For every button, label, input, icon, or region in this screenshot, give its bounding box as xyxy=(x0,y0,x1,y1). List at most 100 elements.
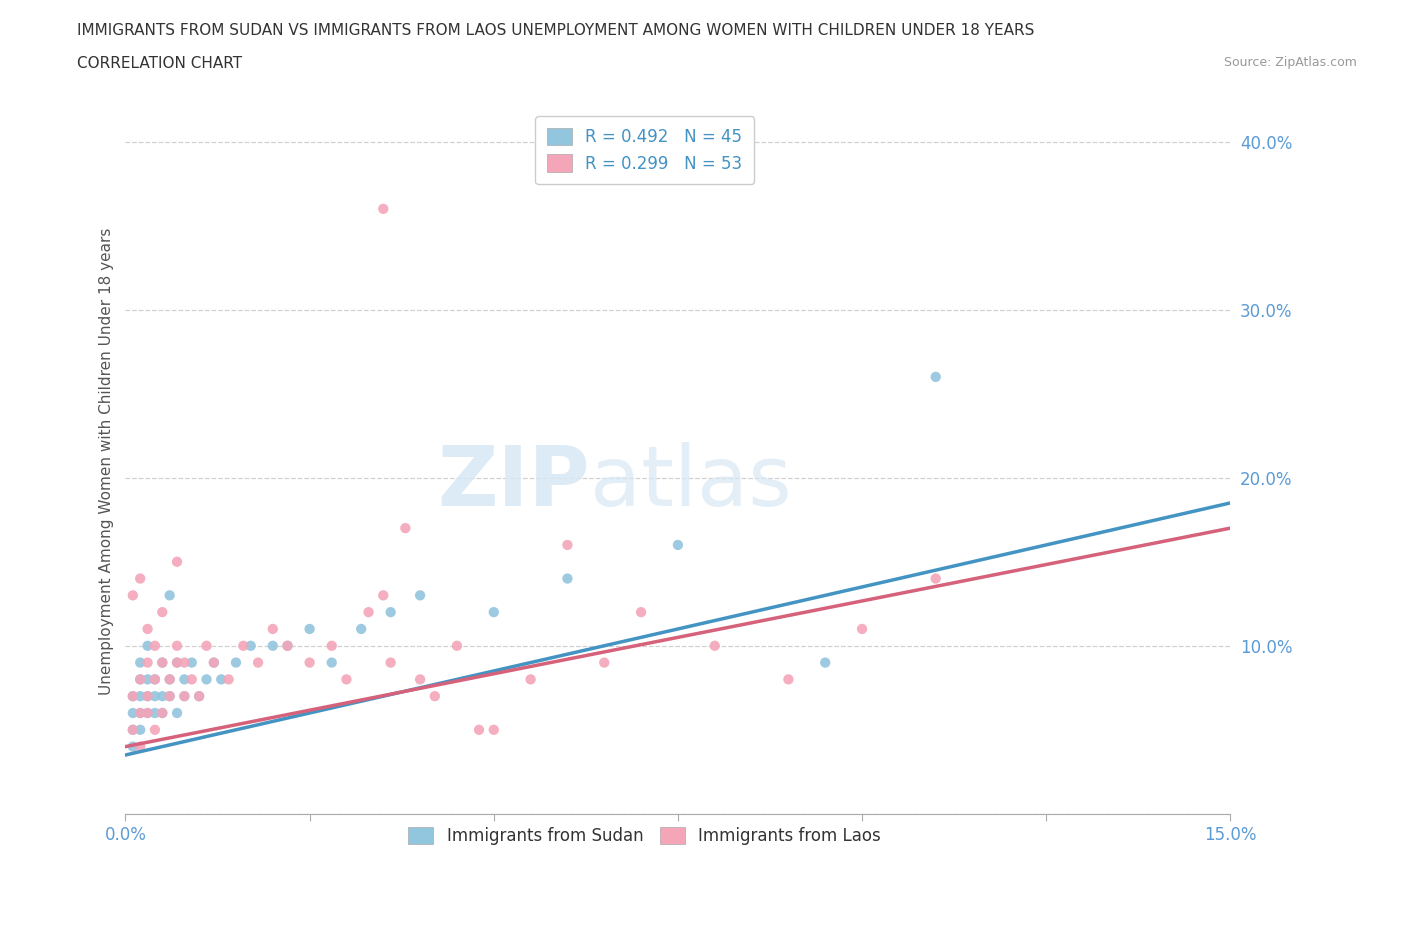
Point xyxy=(166,706,188,721)
Point xyxy=(446,638,468,653)
Point xyxy=(136,672,159,687)
Point xyxy=(262,621,284,636)
Point xyxy=(159,689,181,704)
Point xyxy=(380,655,402,670)
Point xyxy=(423,689,446,704)
Point xyxy=(409,588,432,603)
Point xyxy=(188,689,211,704)
Text: CORRELATION CHART: CORRELATION CHART xyxy=(77,56,242,71)
Point xyxy=(166,554,188,569)
Point xyxy=(150,655,173,670)
Point xyxy=(166,655,188,670)
Point xyxy=(209,672,232,687)
Point xyxy=(557,538,579,552)
Point xyxy=(173,689,195,704)
Point xyxy=(380,604,402,619)
Point xyxy=(188,689,211,704)
Point xyxy=(202,655,225,670)
Point xyxy=(129,723,152,737)
Point xyxy=(778,672,800,687)
Point xyxy=(121,723,143,737)
Point xyxy=(143,672,166,687)
Legend: Immigrants from Sudan, Immigrants from Laos: Immigrants from Sudan, Immigrants from L… xyxy=(395,814,894,858)
Point xyxy=(276,638,298,653)
Point xyxy=(136,689,159,704)
Point xyxy=(321,655,343,670)
Point xyxy=(482,604,505,619)
Point xyxy=(136,689,159,704)
Point xyxy=(173,655,195,670)
Point xyxy=(143,706,166,721)
Point xyxy=(321,638,343,653)
Point xyxy=(121,706,143,721)
Point xyxy=(143,638,166,653)
Point xyxy=(239,638,262,653)
Point xyxy=(482,723,505,737)
Point xyxy=(468,723,491,737)
Point xyxy=(121,689,143,704)
Point xyxy=(350,621,373,636)
Point xyxy=(150,655,173,670)
Point xyxy=(129,655,152,670)
Point xyxy=(173,689,195,704)
Text: IMMIGRANTS FROM SUDAN VS IMMIGRANTS FROM LAOS UNEMPLOYMENT AMONG WOMEN WITH CHIL: IMMIGRANTS FROM SUDAN VS IMMIGRANTS FROM… xyxy=(77,23,1035,38)
Point xyxy=(519,672,541,687)
Point xyxy=(159,672,181,687)
Text: ZIP: ZIP xyxy=(437,442,589,523)
Point xyxy=(121,689,143,704)
Point xyxy=(851,621,873,636)
Point xyxy=(121,723,143,737)
Point xyxy=(159,689,181,704)
Point xyxy=(814,655,837,670)
Point xyxy=(166,638,188,653)
Point xyxy=(136,621,159,636)
Point xyxy=(335,672,357,687)
Point xyxy=(180,672,202,687)
Text: atlas: atlas xyxy=(589,442,792,523)
Point xyxy=(218,672,240,687)
Point xyxy=(373,588,395,603)
Point xyxy=(925,369,948,384)
Point xyxy=(276,638,298,653)
Point xyxy=(373,202,395,217)
Point xyxy=(557,571,579,586)
Point xyxy=(195,672,218,687)
Point xyxy=(298,655,321,670)
Point xyxy=(409,672,432,687)
Point xyxy=(262,638,284,653)
Point xyxy=(136,706,159,721)
Point xyxy=(143,723,166,737)
Point xyxy=(136,655,159,670)
Point xyxy=(136,638,159,653)
Point xyxy=(180,655,202,670)
Point xyxy=(202,655,225,670)
Point xyxy=(143,689,166,704)
Point xyxy=(136,706,159,721)
Point xyxy=(925,571,948,586)
Point xyxy=(150,604,173,619)
Point xyxy=(394,521,416,536)
Point xyxy=(703,638,725,653)
Point xyxy=(143,672,166,687)
Point xyxy=(593,655,616,670)
Point xyxy=(150,689,173,704)
Point xyxy=(129,689,152,704)
Point xyxy=(121,739,143,754)
Y-axis label: Unemployment Among Women with Children Under 18 years: Unemployment Among Women with Children U… xyxy=(100,227,114,695)
Point xyxy=(121,588,143,603)
Point xyxy=(298,621,321,636)
Point xyxy=(129,571,152,586)
Point xyxy=(129,672,152,687)
Text: Source: ZipAtlas.com: Source: ZipAtlas.com xyxy=(1223,56,1357,69)
Point xyxy=(195,638,218,653)
Point xyxy=(247,655,270,670)
Point xyxy=(166,655,188,670)
Point xyxy=(159,672,181,687)
Point xyxy=(129,706,152,721)
Point xyxy=(150,706,173,721)
Point xyxy=(630,604,652,619)
Point xyxy=(225,655,247,670)
Point xyxy=(666,538,689,552)
Point xyxy=(357,604,380,619)
Point xyxy=(129,672,152,687)
